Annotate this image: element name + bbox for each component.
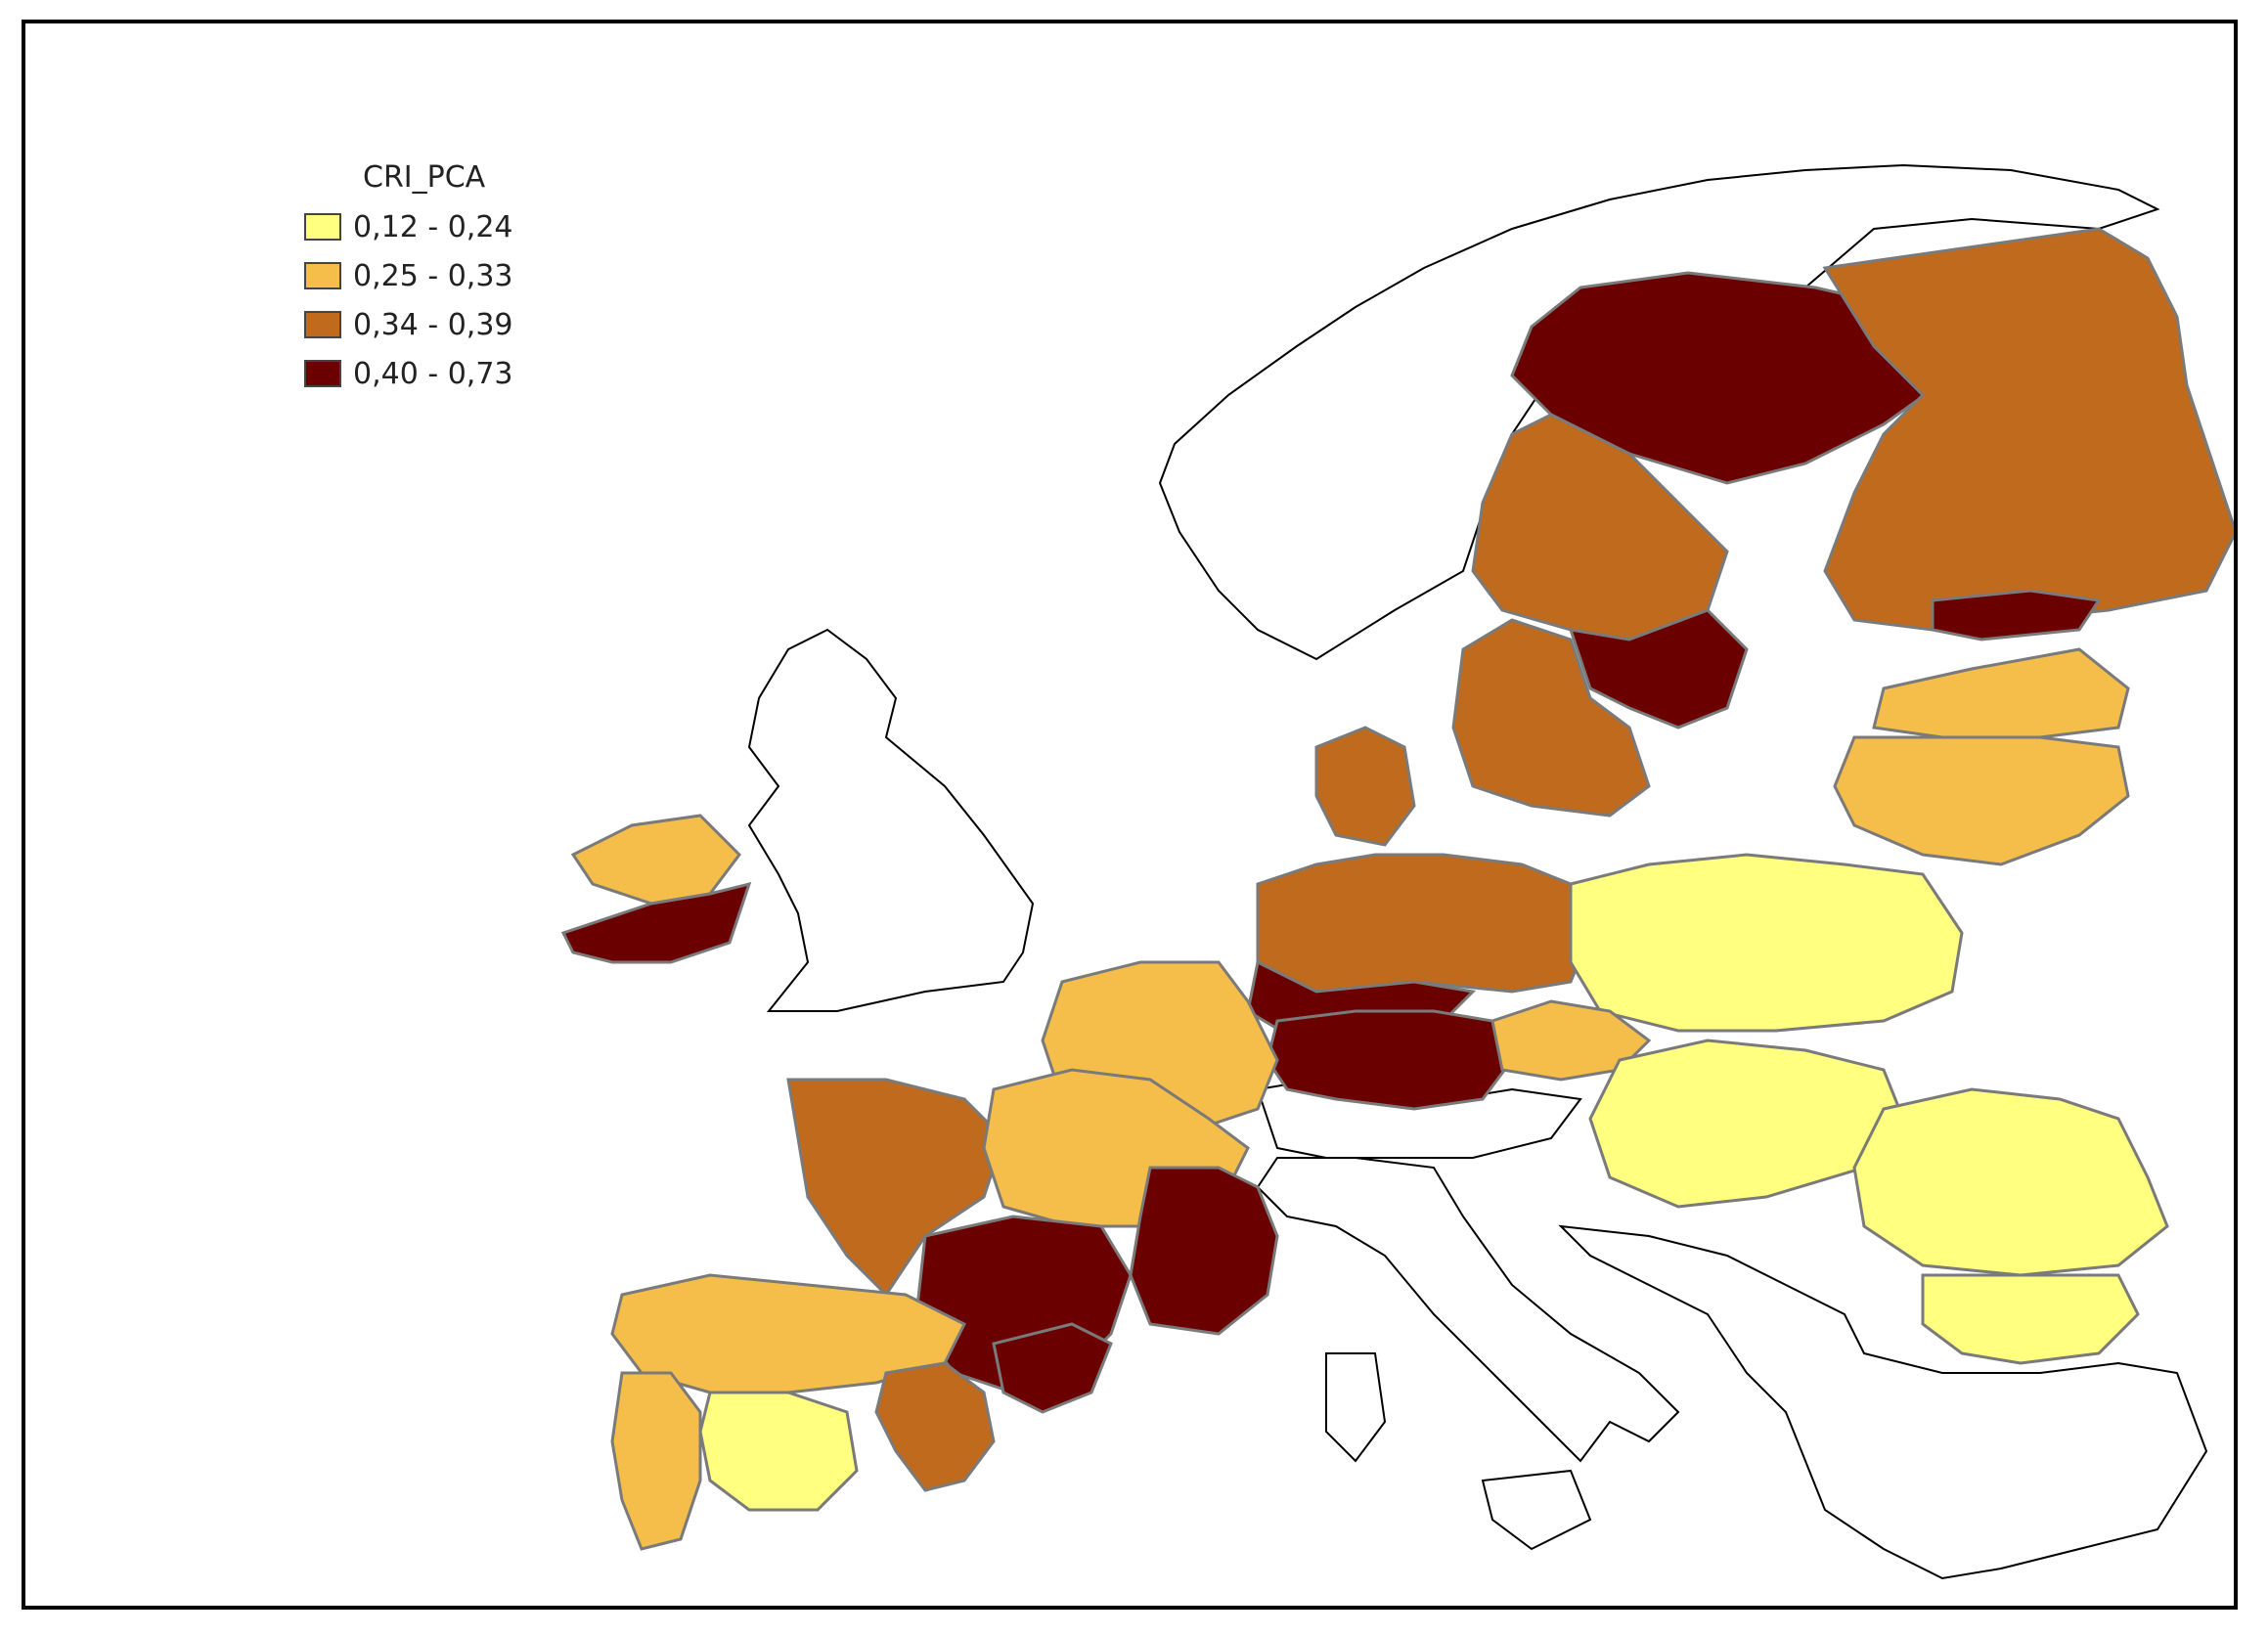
legend-swatch [304,311,341,338]
region-baltics-north [1872,647,2130,739]
region-sweden-south [1451,618,1651,818]
region-france-south-east [1129,1166,1279,1336]
map-canvas [560,163,2234,1580]
region-finland-south [1931,589,2102,641]
island-sicily [1481,1469,1592,1551]
region-bulgaria [1921,1273,2140,1365]
map-legend: CRI_PCA 0,12 - 0,24 0,25 - 0,33 0,34 - 0,3… [304,160,513,398]
legend-title: CRI_PCA [363,160,486,195]
region-united-kingdom [747,628,1035,1012]
island-sardinia [1325,1352,1387,1463]
region-finland [1822,227,2234,632]
legend-swatch [304,360,341,387]
legend-label: 0,40 - 0,73 [353,356,513,391]
region-spain-east [874,1361,996,1492]
region-denmark [1314,726,1416,847]
legend-item: 0,34 - 0,39 [304,300,513,349]
region-germany-north [1256,853,1592,994]
region-baltics-south [1833,735,2130,866]
region-poland [1569,853,1964,1033]
region-italy [1256,1157,1680,1463]
region-sweden-south-east [1568,608,1749,730]
region-ireland-south [560,881,752,964]
region-norway [1158,163,2160,661]
region-spain-central [698,1391,859,1512]
legend-label: 0,34 - 0,39 [353,307,513,342]
legend-item: 0,40 - 0,73 [304,349,513,398]
legend-item: 0,25 - 0,33 [304,251,513,300]
region-germany-south [1266,1009,1514,1111]
region-balkans-greece [1558,1224,2208,1580]
map-frame: CRI_PCA 0,12 - 0,24 0,25 - 0,33 0,34 - 0,3… [22,20,2238,1610]
region-czechia [1490,999,1652,1082]
legend-swatch [304,213,341,241]
legend-label: 0,12 - 0,24 [353,209,513,244]
legend-label: 0,25 - 0,33 [353,258,513,293]
legend-item: 0,12 - 0,24 [304,202,513,251]
region-portugal [610,1371,702,1551]
legend-swatch [304,262,341,289]
region-romania [1852,1087,2169,1277]
region-sweden-north [1510,271,1954,485]
region-ireland-north [570,814,741,906]
region-spain-catalonia [992,1322,1113,1414]
